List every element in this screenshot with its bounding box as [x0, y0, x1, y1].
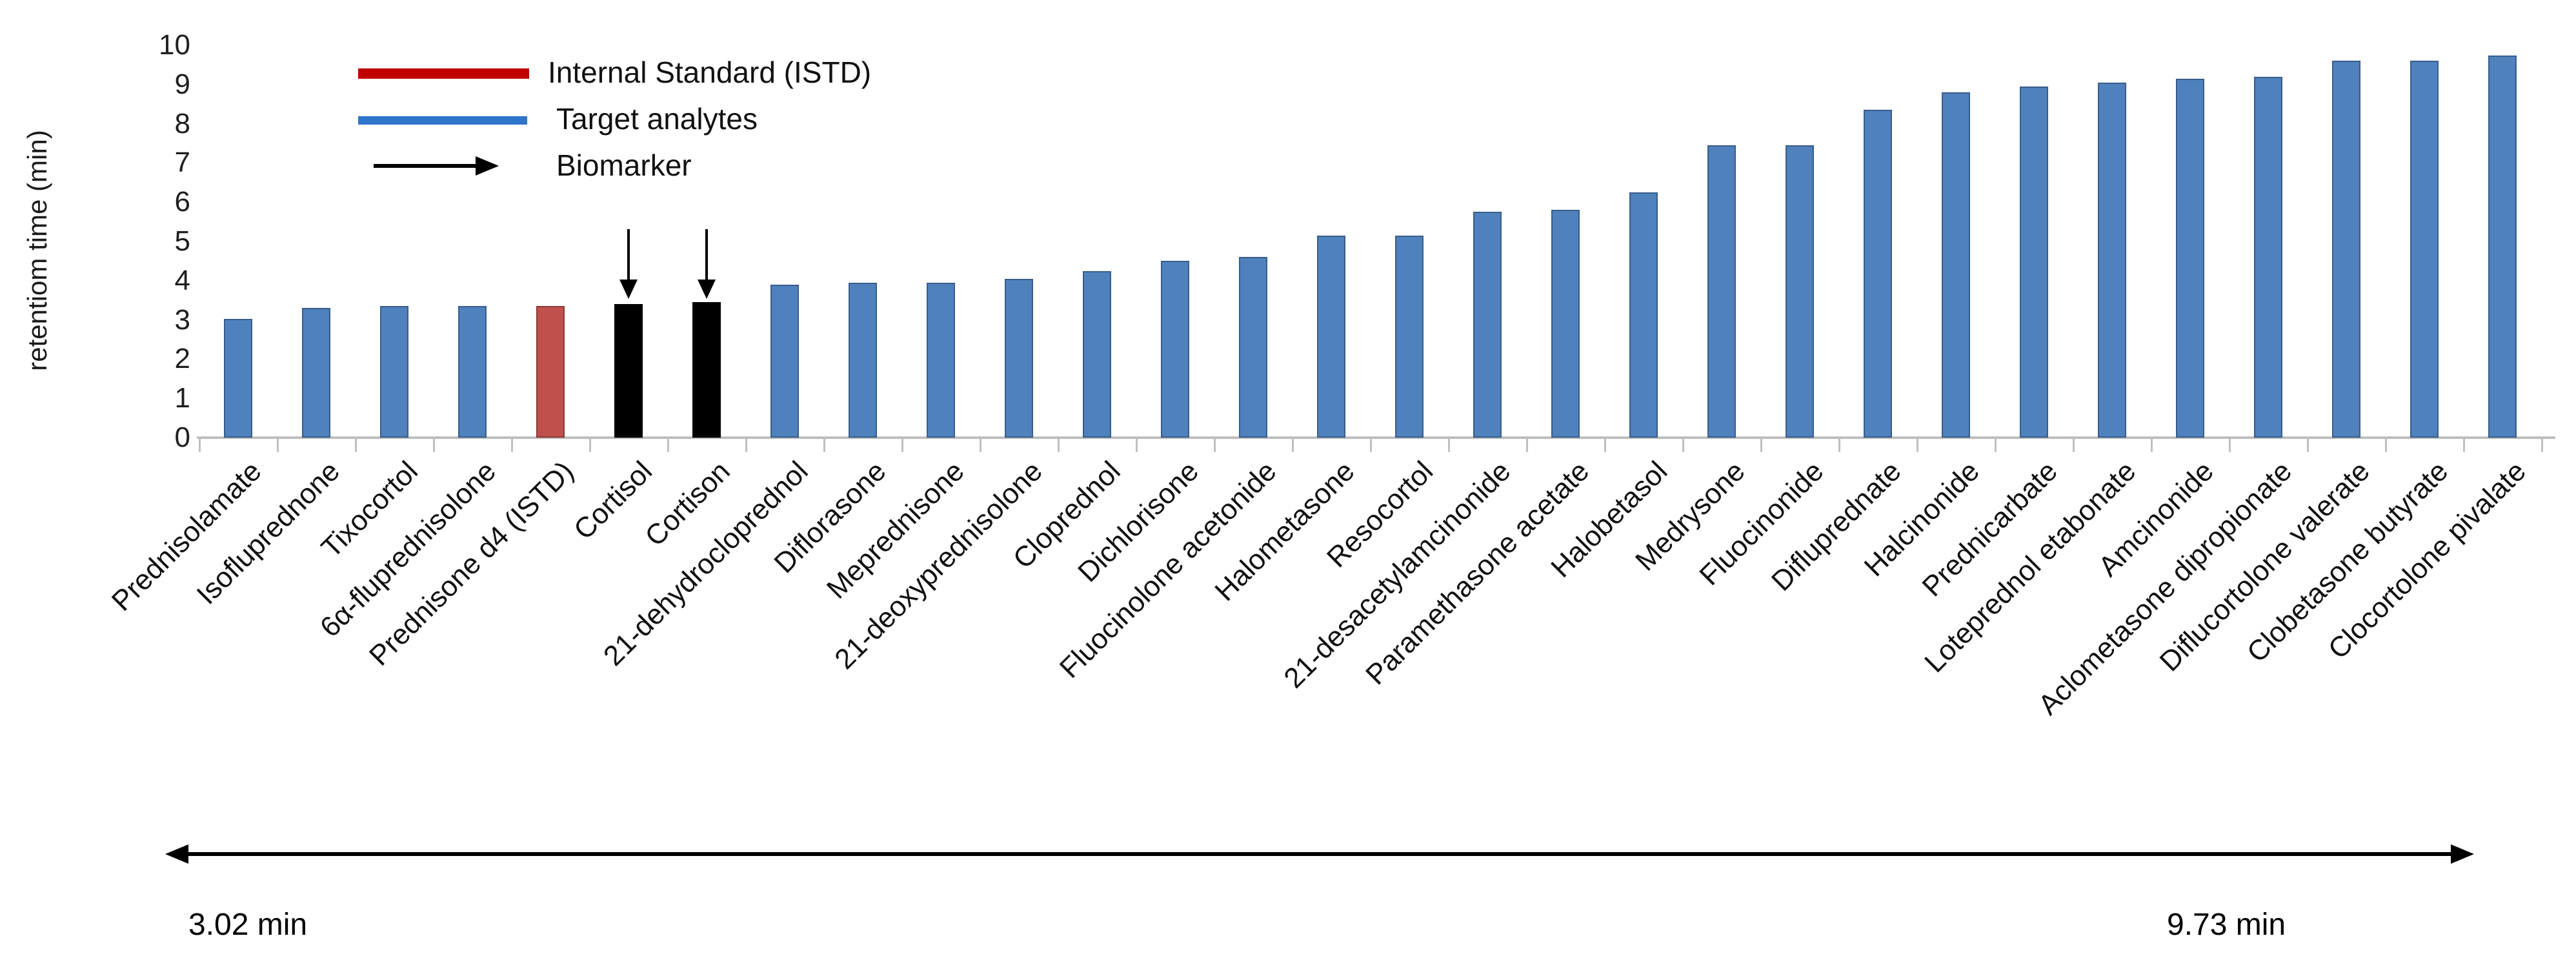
bar — [2020, 86, 2048, 438]
bar — [224, 319, 252, 438]
bar — [302, 308, 330, 438]
bar — [1005, 278, 1033, 438]
x-tick — [433, 438, 435, 452]
legend-biomarker-arrow-head — [476, 156, 499, 176]
biomarker-down-arrow-shaft — [705, 229, 708, 281]
x-tick — [355, 438, 357, 452]
y-tick-label: 10 — [159, 29, 190, 61]
bar — [849, 282, 877, 438]
legend-label-istd: Internal Standard (ISTD) — [548, 56, 872, 89]
bar-biomarker — [692, 302, 721, 438]
x-tick — [980, 438, 981, 452]
bar-biomarker — [614, 304, 643, 438]
x-tick — [667, 438, 669, 452]
x-tick — [1760, 438, 1762, 452]
bar — [1317, 235, 1345, 438]
x-axis-label: Meprednisone — [821, 455, 971, 606]
range-arrow-shaft — [186, 852, 2452, 856]
x-tick — [511, 438, 513, 452]
bar — [1551, 210, 1580, 438]
x-tick — [2307, 438, 2309, 452]
y-tick-label: 9 — [174, 68, 190, 100]
y-tick-label: 4 — [174, 264, 190, 296]
bar — [2488, 56, 2517, 438]
range-start-label: 3.02 min — [188, 908, 308, 942]
bar — [380, 306, 408, 438]
y-tick-label: 2 — [174, 343, 190, 375]
bar — [1473, 212, 1502, 438]
biomarker-down-arrow-head — [619, 280, 638, 299]
x-tick — [1604, 438, 1606, 452]
range-arrow-left-head — [165, 844, 188, 864]
x-tick — [1136, 438, 1138, 452]
range-arrow-right-head — [2451, 844, 2474, 864]
x-tick — [2229, 438, 2231, 452]
x-tick — [1214, 438, 1216, 452]
x-tick — [2385, 438, 2387, 452]
x-tick — [2541, 438, 2543, 452]
bar — [1942, 92, 1970, 438]
y-tick-label: 0 — [174, 422, 190, 453]
legend-label-target: Target analytes — [556, 102, 758, 136]
bar — [2410, 61, 2439, 438]
legend-biomarker-arrow-shaft — [374, 164, 477, 168]
bar — [2098, 82, 2126, 438]
bar — [1083, 270, 1111, 438]
x-tick — [1058, 438, 1060, 452]
x-tick — [1292, 438, 1294, 452]
y-axis-title: retentiom time (min) — [22, 130, 52, 371]
x-axis-label: Halometasone — [1209, 455, 1361, 607]
x-tick — [901, 438, 903, 452]
y-tick-label: 3 — [174, 303, 190, 336]
bar — [2332, 61, 2360, 438]
x-tick — [1370, 438, 1372, 452]
x-tick — [745, 438, 747, 452]
bar — [2254, 76, 2282, 438]
legend-istd-line — [358, 68, 529, 79]
range-end-label: 9.73 min — [2167, 908, 2286, 942]
bar — [927, 282, 955, 438]
x-tick — [199, 438, 201, 452]
bar — [1864, 110, 1892, 438]
bar — [1707, 145, 1736, 438]
bar — [1239, 257, 1267, 438]
x-tick — [2151, 438, 2153, 452]
bar — [1395, 235, 1424, 438]
x-axis-label: Prednicarbate — [1916, 455, 2064, 603]
x-tick — [1682, 438, 1684, 452]
y-tick-label: 1 — [174, 382, 190, 414]
x-axis-line — [197, 436, 2555, 439]
x-tick — [1917, 438, 1918, 452]
x-tick — [589, 438, 591, 452]
x-tick — [1995, 438, 1997, 452]
legend-target-line — [358, 116, 527, 125]
bar — [1629, 192, 1658, 438]
y-tick-label: 7 — [174, 147, 190, 179]
x-tick — [2463, 438, 2465, 452]
x-tick — [277, 438, 279, 452]
biomarker-down-arrow-shaft — [627, 229, 630, 281]
x-tick — [1448, 438, 1450, 452]
y-tick-label: 8 — [174, 107, 190, 139]
bar — [2176, 78, 2204, 438]
x-tick — [2073, 438, 2075, 452]
biomarker-down-arrow-head — [698, 280, 716, 299]
x-tick — [1838, 438, 1840, 452]
x-tick — [823, 438, 825, 452]
bar-istd — [536, 306, 565, 438]
x-tick — [1526, 438, 1528, 452]
y-tick-label: 5 — [174, 225, 190, 257]
bar — [1786, 145, 1814, 438]
legend-label-biomarker: Biomarker — [556, 148, 692, 182]
bar — [458, 306, 487, 438]
y-tick-label: 6 — [174, 186, 190, 218]
bar — [1161, 261, 1189, 438]
bar — [770, 284, 799, 438]
